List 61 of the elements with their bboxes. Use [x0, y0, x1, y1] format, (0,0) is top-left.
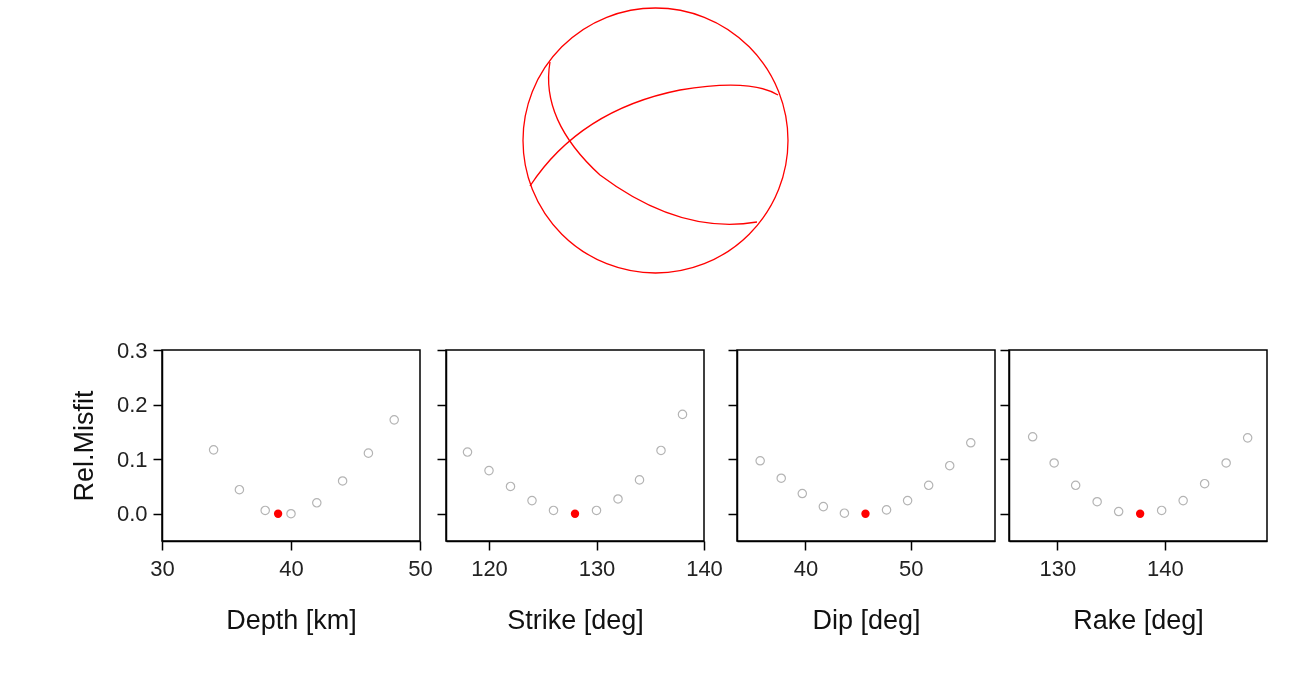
point [505, 481, 516, 492]
point [902, 495, 913, 506]
point [462, 447, 473, 457]
x-tick-label: 130 [1039, 555, 1077, 581]
point [1092, 496, 1102, 507]
point [881, 505, 892, 515]
point [755, 456, 765, 466]
x-tick-label: 40 [793, 555, 819, 581]
point [797, 488, 808, 499]
point [634, 475, 645, 485]
point [861, 509, 870, 518]
point [312, 498, 322, 508]
point [656, 445, 666, 456]
x-axis-title: Dip [deg] [812, 604, 921, 635]
point [1156, 505, 1167, 516]
point [818, 501, 829, 512]
point [1070, 480, 1081, 491]
point [1199, 478, 1210, 489]
point [966, 438, 976, 448]
x-tick-label: 50 [408, 555, 433, 581]
point [1178, 495, 1188, 506]
point [1027, 431, 1038, 442]
point [839, 508, 850, 518]
point [260, 505, 270, 516]
point [208, 445, 219, 455]
point [1113, 506, 1124, 517]
point [613, 494, 623, 504]
point [570, 509, 580, 518]
point [1049, 458, 1059, 468]
x-tick-label: 40 [279, 555, 304, 581]
x-axis-title: Rake [deg] [1073, 604, 1204, 635]
point [389, 415, 399, 425]
point [1242, 433, 1253, 443]
x-axis-title: Depth [km] [226, 604, 357, 635]
point [944, 460, 955, 471]
y-tick-label: 0.0 [116, 501, 148, 527]
y-tick-label: 0.1 [116, 446, 148, 472]
point [484, 465, 494, 476]
x-axis-title: Strike [deg] [507, 604, 644, 635]
point [1135, 509, 1145, 518]
y-tick-label: 0.2 [116, 392, 148, 418]
point [234, 484, 245, 495]
point [677, 409, 688, 420]
point [527, 495, 537, 506]
x-tick-label: 140 [1147, 555, 1184, 581]
x-tick-label: 120 [471, 555, 508, 581]
x-tick-label: 50 [899, 555, 924, 581]
point [776, 473, 787, 484]
y-axis-title: Rel.Misfit [68, 390, 99, 502]
point [337, 476, 348, 486]
x-tick-label: 30 [150, 555, 175, 581]
point [591, 505, 602, 516]
x-tick-label: 140 [686, 555, 723, 581]
point [363, 448, 374, 458]
point [286, 508, 296, 519]
point [923, 480, 934, 491]
point [273, 509, 283, 518]
x-tick-label: 130 [578, 555, 616, 581]
y-tick-label: 0.3 [116, 337, 148, 363]
point [548, 505, 559, 516]
point [1221, 458, 1231, 468]
